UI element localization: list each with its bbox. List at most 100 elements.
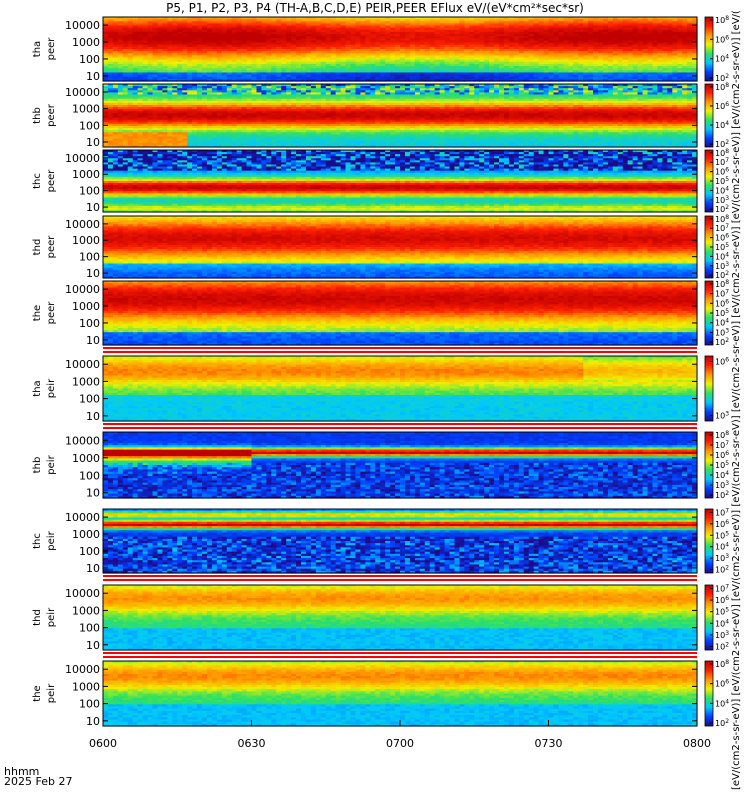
spectrogram-cell [459,19,465,22]
spectrogram-cell [276,57,282,61]
spectrogram-cell [192,40,198,44]
spectrogram-cell [360,51,366,54]
spectrogram-cell [345,59,352,63]
spectrogram-cell [137,29,144,33]
spectrogram-cell [315,31,322,35]
spectrogram-cell [335,25,342,29]
spectrogram-cell [622,23,629,27]
spectrogram-cell [281,63,287,67]
spectrogram-cell [503,63,510,67]
spectrogram-cell [385,38,391,42]
spectrogram-cell [568,17,574,20]
spectrogram-cell [202,44,208,48]
spectrogram-cell [216,21,223,24]
spectrogram-cell [578,57,584,61]
spectrogram-cell [281,59,287,63]
spectrogram-cell [385,49,391,52]
spectrogram-cell [558,57,564,61]
spectrogram-cell [305,44,312,48]
spectrogram-cell [429,21,436,24]
spectrogram-cell [558,31,564,35]
spectrogram-cell [622,27,629,31]
spectrogram-cell [355,53,361,56]
spectrogram-cell [246,44,253,48]
spectrogram-cell [533,38,540,42]
spectrogram-cell [469,17,475,20]
spectrogram-cell [241,38,248,42]
spectrogram-cell [305,21,312,24]
spectrogram-cell [494,55,500,59]
spectrogram-cell [553,27,559,31]
spectrogram-cell [315,49,322,52]
spectrogram-cell [558,46,564,50]
spectrogram-cell [350,55,357,59]
spectrogram-cell [380,42,386,46]
spectrogram-cell [692,51,698,54]
spectrogram-cell [296,46,302,50]
spectrogram-cell [588,19,594,22]
spectrogram-cell [494,44,500,48]
spectrogram-cell [162,36,168,39]
spectrogram-cell [672,19,678,22]
spectrogram-cell [414,17,421,20]
spectrogram-cell [617,53,624,56]
spectrogram-cell [533,63,540,67]
spectrogram-cell [419,51,426,54]
spectrogram-cell [568,27,574,31]
spectrogram-cell [246,17,253,20]
spectrogram-cell [137,63,144,67]
spectrogram-cell [256,27,262,31]
spectrogram-cell [132,42,139,46]
spectrogram-cell [672,44,678,48]
spectrogram-cell [365,19,371,22]
spectrogram-cell [400,27,406,31]
spectrogram-cell [508,38,515,42]
spectrogram-cell [439,53,446,56]
spectrogram-cell [439,27,446,31]
spectrogram-cell [167,44,173,48]
spectrogram-cell [187,29,193,33]
spectrogram-cell [593,29,599,33]
spectrogram-cell [598,23,604,27]
spectrogram-cell [305,51,312,54]
spectrogram-cell [464,17,470,20]
spectrogram-cell [672,27,678,31]
spectrogram-cell [216,40,223,44]
spectrogram-cell [286,46,292,50]
spectrogram-cell [474,25,480,29]
spectrogram-cell [137,21,144,24]
spectrogram-cell [206,59,213,63]
spectrogram-cell [241,57,248,61]
spectrogram-cell [103,36,109,39]
spectrogram-cell [434,40,441,44]
spectrogram-cell [187,61,193,65]
spectrogram-cell [602,23,609,27]
spectrogram-cell [375,21,381,24]
spectrogram-cell [494,25,500,29]
spectrogram-cell [236,51,243,54]
spectrogram-cell [499,63,505,67]
spectrogram-cell [682,59,688,63]
spectrogram-cell [246,59,253,63]
spectrogram-cell [385,57,391,61]
spectrogram-cell [320,55,327,59]
spectrogram-cell [404,17,411,20]
spectrogram-cell [637,19,644,22]
spectrogram-cell [350,51,357,54]
spectrogram-cell [692,49,698,52]
spectrogram-cell [439,19,446,22]
spectrogram-cell [558,29,564,33]
spectrogram-cell [662,25,668,29]
spectrogram-cell [444,61,451,65]
spectrogram-cell [543,38,550,42]
spectrogram-cell [380,25,386,29]
spectrogram-cell [647,38,654,42]
spectrogram-cell [202,61,208,65]
spectrogram-cell [296,27,302,31]
spectrogram-cell [474,34,480,37]
spectrogram-cell [677,29,683,33]
spectrogram-cell [617,40,624,44]
spectrogram-cell [162,25,168,29]
spectrogram-cell [167,25,173,29]
spectrogram-cell [305,57,312,61]
